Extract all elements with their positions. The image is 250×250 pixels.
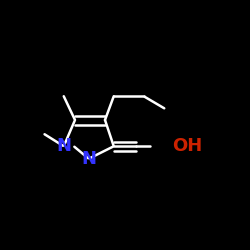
Text: N: N <box>56 137 71 155</box>
Text: N: N <box>81 150 96 168</box>
Text: OH: OH <box>172 137 203 155</box>
